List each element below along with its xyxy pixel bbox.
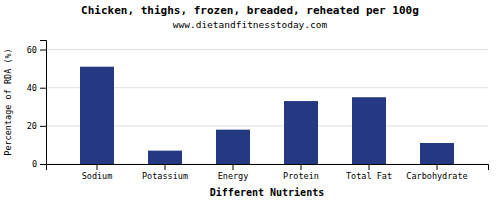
x-tick-label: Potassium	[142, 171, 188, 181]
y-axis-line	[40, 41, 47, 165]
y-tick-label: 0	[32, 159, 37, 169]
x-tick-label: Protein	[283, 171, 319, 181]
x-tick-mark	[233, 164, 234, 170]
x-tick: Sodium	[82, 164, 113, 181]
x-tick: Total Fat	[346, 164, 392, 181]
y-tick-mark	[40, 126, 46, 127]
x-tick-label: Sodium	[82, 171, 113, 181]
bar	[216, 130, 250, 164]
y-tick: 20	[27, 121, 46, 131]
x-tick-mark	[437, 164, 438, 170]
bar	[352, 97, 386, 164]
y-tick-mark	[40, 164, 46, 165]
x-tick: Energy	[218, 164, 249, 181]
x-axis-line	[47, 165, 489, 171]
y-tick-label: 40	[27, 83, 37, 93]
x-tick: Potassium	[142, 164, 188, 181]
x-tick: Carbohydrate	[406, 164, 467, 181]
y-tick-mark	[40, 88, 46, 89]
bar	[80, 67, 114, 164]
subtitle: www.dietandfitnesstoday.com	[173, 19, 328, 30]
bar	[420, 143, 454, 164]
bar	[284, 101, 318, 164]
title: Chicken, thighs, frozen, breaded, reheat…	[81, 4, 419, 17]
plot: Sodium Potassium Energy Protein Total Fat Car…	[27, 41, 489, 182]
bars	[80, 67, 454, 164]
grid-line	[46, 49, 488, 50]
x-tick: Protein	[283, 164, 319, 181]
grid	[46, 50, 488, 164]
y-tick-label: 60	[27, 45, 37, 55]
chart: Chicken, thighs, frozen, breaded, reheat…	[0, 0, 500, 200]
y-tick: 40	[27, 83, 46, 93]
bar	[148, 151, 182, 164]
x-tick-mark	[301, 164, 302, 170]
x-tick-label: Total Fat	[346, 171, 392, 181]
x-tick-label: Energy	[218, 171, 249, 181]
x-tick-mark	[97, 164, 98, 170]
x-tick-label: Carbohydrate	[406, 171, 467, 181]
y-tick: 0	[32, 159, 46, 169]
y-axis-title: Percentage of RDA (%)	[3, 48, 13, 155]
y-tick-mark	[40, 50, 46, 51]
y-tick-label: 20	[27, 121, 37, 131]
x-axis: Sodium Potassium Energy Protein Total Fat Car…	[47, 164, 489, 181]
y-axis: 0 20 40 60	[27, 41, 47, 170]
y-tick: 60	[27, 45, 46, 55]
x-axis-title: Different Nutrients	[210, 187, 324, 198]
x-tick-mark	[369, 164, 370, 170]
x-tick-mark	[165, 164, 166, 170]
